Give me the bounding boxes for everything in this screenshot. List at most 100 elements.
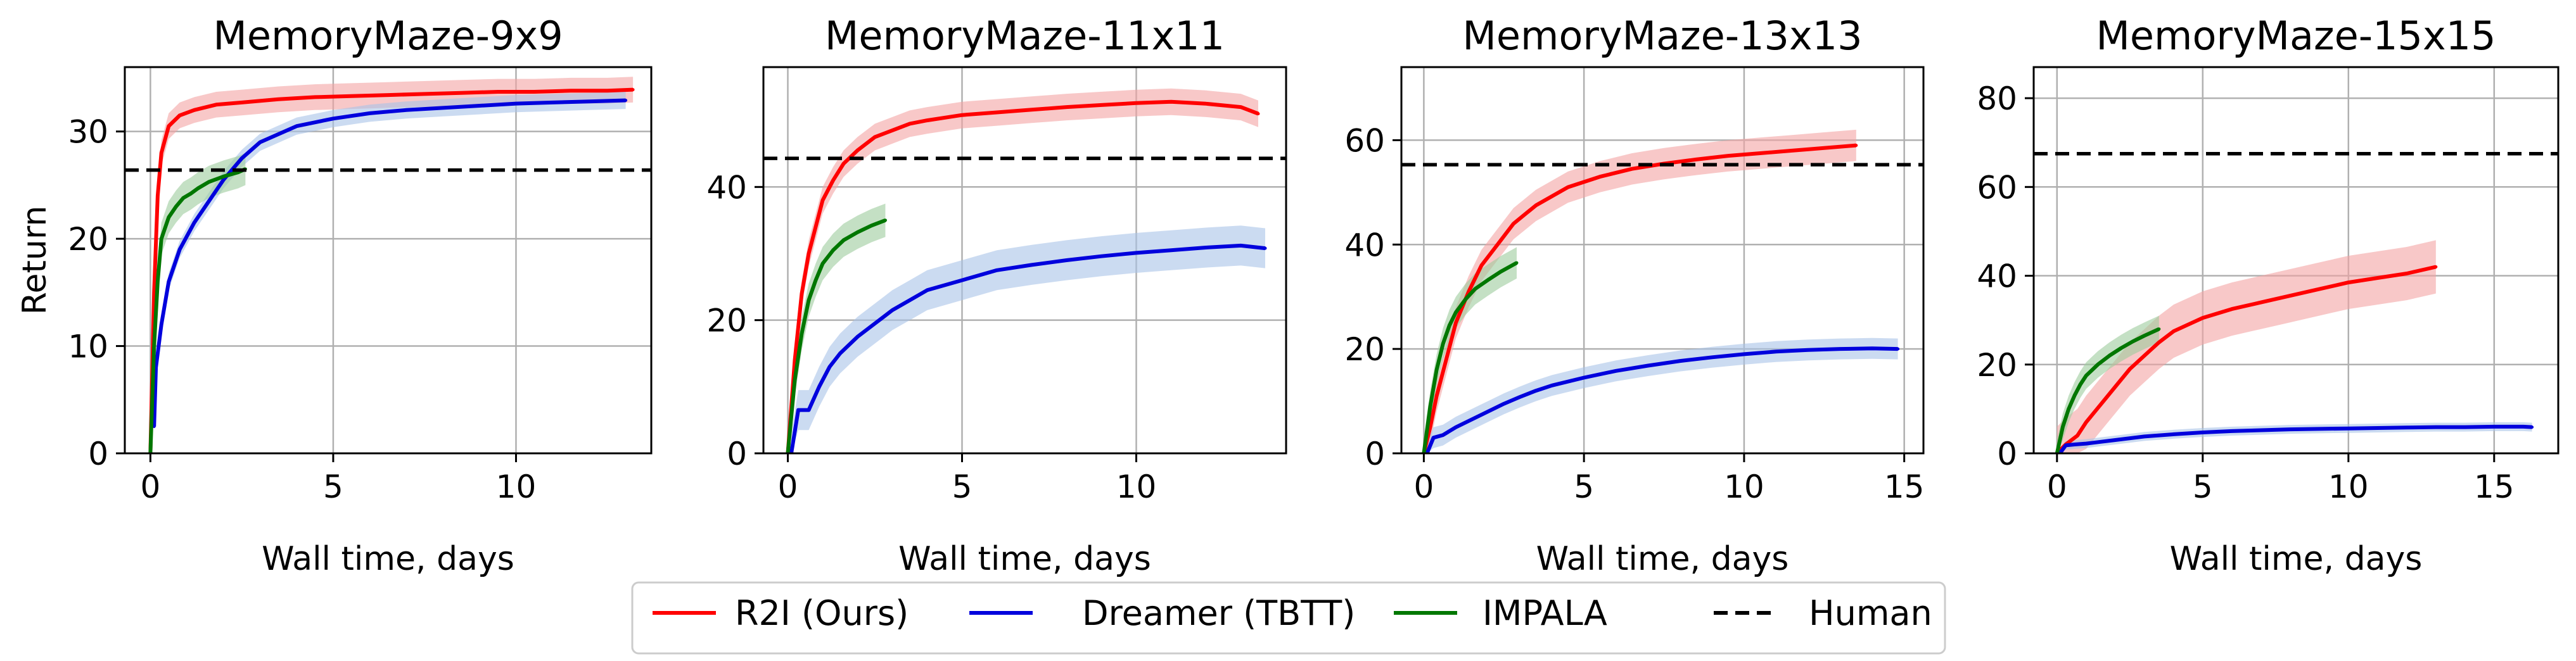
point-dreamer: [1170, 248, 1173, 252]
point-impala: [2096, 363, 2100, 367]
chart-panel-4: 0 5 10 15 0 20 40 60 80 MemoryMaze-15x15 Wall time…: [1977, 13, 2560, 578]
point-r2i: [423, 92, 426, 96]
x-tick-label: 10: [1116, 469, 1157, 505]
point-dreamer: [1518, 395, 1522, 399]
point-impala: [207, 180, 211, 184]
point-r2i: [2201, 316, 2205, 320]
point-dreamer: [331, 116, 335, 120]
point-dreamer: [1432, 436, 1436, 439]
point-r2i: [1454, 321, 1458, 325]
x-tick-label: 15: [1884, 469, 1925, 505]
x-tick-label: 10: [1724, 469, 1764, 505]
y-tick-label: 0: [727, 436, 747, 472]
point-r2i: [1726, 154, 1730, 158]
point-dreamer: [222, 178, 226, 182]
point-dreamer: [1839, 347, 1842, 351]
point-r2i: [1239, 105, 1242, 109]
panel-title: MemoryMaze-15x15: [2096, 13, 2496, 59]
point-dreamer: [178, 248, 182, 251]
point-dreamer: [2143, 434, 2146, 438]
point-dreamer: [2072, 443, 2076, 446]
y-tick-label: 0: [1997, 436, 2017, 472]
point-r2i: [606, 89, 609, 92]
point-impala: [2157, 327, 2161, 331]
point-dreamer: [817, 385, 821, 389]
chart-panels: 0 5 10 0 10 20 30 MemoryMaze-9x9 Wall time, days…: [16, 13, 2560, 578]
point-dreamer: [258, 141, 262, 144]
point-dreamer: [193, 221, 196, 225]
point-impala: [1429, 405, 1432, 408]
point-dreamer: [1454, 425, 1458, 429]
legend-frame: [631, 581, 1946, 655]
point-r2i: [800, 292, 803, 296]
point-r2i: [240, 101, 244, 104]
point-dreamer: [2114, 438, 2117, 442]
chart-panel-2: 0 5 10 0 20 40 MemoryMaze-11x11 Wall time, days: [706, 13, 1287, 578]
point-r2i: [2259, 301, 2263, 305]
point-r2i: [814, 225, 817, 229]
y-tick-label: 40: [706, 169, 747, 206]
point-dreamer: [1486, 410, 1489, 413]
legend-label-human: Human: [1809, 593, 1932, 633]
point-impala: [222, 175, 226, 179]
point-dreamer: [551, 101, 554, 104]
point-impala: [842, 238, 845, 242]
point-r2i: [1790, 149, 1794, 153]
y-tick-label: 60: [1344, 122, 1385, 159]
point-dreamer: [2492, 425, 2496, 429]
axes-frame: [1400, 66, 1925, 455]
point-r2i: [1256, 112, 1260, 116]
point-dreamer: [807, 408, 810, 412]
point-impala: [831, 248, 835, 252]
point-dreamer: [2084, 442, 2088, 446]
point-r2i: [569, 89, 573, 92]
point-r2i: [1135, 101, 1138, 105]
point-dreamer: [1065, 258, 1068, 262]
point-dreamer: [624, 99, 628, 102]
point-dreamer: [1550, 384, 1554, 387]
point-dreamer: [2259, 429, 2263, 432]
point-dreamer: [1582, 376, 1586, 379]
point-impala: [814, 279, 817, 282]
point-dreamer: [995, 268, 998, 272]
x-tick-label: 0: [140, 469, 160, 505]
point-r2i: [178, 113, 182, 117]
point-dreamer: [960, 279, 964, 282]
point-impala: [2143, 334, 2146, 337]
panel-title: MemoryMaze-13x13: [1462, 13, 1862, 59]
point-r2i: [2128, 367, 2132, 371]
point-dreamer: [1710, 355, 1714, 359]
point-dreamer: [167, 280, 170, 284]
point-dreamer: [404, 108, 408, 112]
point-r2i: [2434, 265, 2438, 268]
point-r2i: [1566, 186, 1570, 189]
point-dreamer: [1441, 433, 1445, 437]
point-dreamer: [1646, 364, 1650, 367]
x-tick-label: 5: [952, 469, 972, 505]
x-tick-label: 5: [2193, 469, 2213, 505]
axes-frame: [2032, 66, 2560, 455]
point-impala: [1441, 342, 1445, 346]
point-impala: [884, 218, 887, 222]
line-dreamer: [152, 98, 626, 427]
point-dreamer: [478, 104, 481, 108]
point-r2i: [821, 198, 824, 202]
y-tick-label: 10: [68, 329, 108, 365]
point-dreamer: [1870, 346, 1874, 350]
point-impala: [2108, 354, 2112, 358]
point-r2i: [2084, 420, 2088, 424]
point-dreamer: [1470, 417, 1474, 421]
band-impala: [2056, 315, 2159, 453]
point-impala: [189, 192, 193, 196]
point-r2i: [2143, 354, 2146, 358]
axes-frame: [762, 66, 1287, 455]
point-r2i: [1479, 263, 1483, 267]
point-r2i: [831, 179, 835, 182]
point-impala: [2084, 374, 2088, 377]
point-impala: [160, 237, 163, 241]
point-impala: [1448, 324, 1451, 327]
y-tick-label: 20: [1344, 331, 1385, 368]
point-r2i: [2347, 280, 2350, 284]
series-group: [786, 88, 1267, 453]
x-tick-label: 10: [496, 469, 537, 505]
